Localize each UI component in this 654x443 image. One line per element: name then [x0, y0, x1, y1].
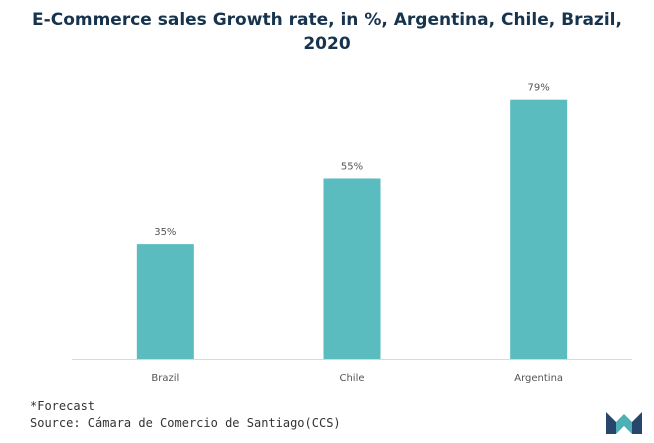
- chart-title: E-Commerce sales Growth rate, in %, Arge…: [32, 10, 622, 54]
- mordor-intelligence-logo-icon: [606, 412, 642, 434]
- data-label-argentina: 79%: [528, 83, 550, 94]
- forecast-note: *Forecast: [30, 399, 96, 413]
- bar-chile: [323, 178, 381, 359]
- bar-argentina: [510, 99, 568, 359]
- bar-brazil: [136, 244, 194, 359]
- chart-footer: *Forecast Source: Cámara de Comercio de …: [30, 398, 341, 432]
- source-note: Source: Cámara de Comercio de Santiago(C…: [30, 416, 341, 430]
- x-tick-label-brazil: Brazil: [151, 373, 179, 384]
- x-tick-label-argentina: Argentina: [514, 373, 563, 384]
- data-label-brazil: 35%: [154, 227, 176, 238]
- x-tick-label-chile: Chile: [339, 373, 364, 384]
- data-label-chile: 55%: [341, 161, 363, 172]
